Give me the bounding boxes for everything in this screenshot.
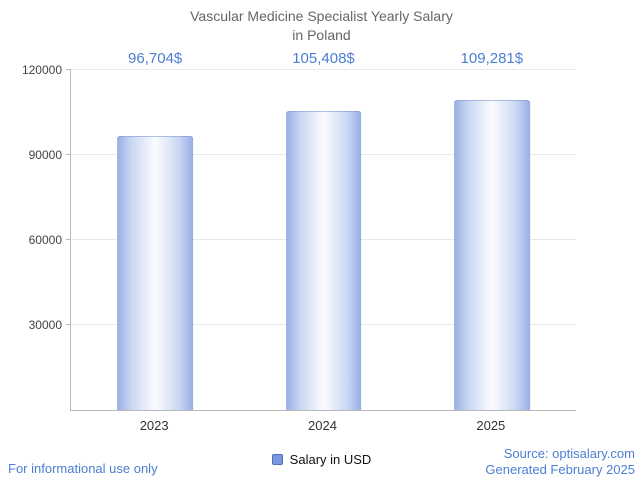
generated-date: Generated February 2025: [485, 461, 635, 477]
y-tick-mark: [66, 69, 71, 70]
y-tick-mark: [66, 154, 71, 155]
y-tick-label: 60000: [28, 233, 62, 247]
bar-value-label: 96,704$: [128, 50, 183, 67]
x-tick-label: 2023: [139, 418, 169, 433]
bar-2025[interactable]: [453, 100, 530, 410]
x-tick-label: 2024: [308, 418, 337, 433]
chart-title: Vascular Medicine Specialist Yearly Sala…: [0, 7, 643, 45]
y-tick-label: 90000: [28, 148, 62, 162]
y-tick-label: 30000: [28, 318, 62, 332]
bar-value-label: 109,281$: [460, 50, 524, 67]
bar-2023[interactable]: [117, 136, 194, 410]
y-tick-mark: [66, 324, 71, 325]
gridline: [71, 69, 576, 70]
x-axis: 2023 2024 2025: [70, 418, 575, 436]
chart-title-line2: in Poland: [292, 26, 351, 43]
plot-area: 96,704$ 105,408$ 109,281$: [66, 50, 576, 411]
legend: Salary in USD: [0, 452, 643, 467]
y-tick-label: 120000: [21, 63, 62, 77]
disclaimer-text: For informational use only: [8, 461, 158, 476]
legend-label[interactable]: Salary in USD: [289, 452, 372, 467]
source-block: Source: optisalary.com Generated Februar…: [485, 446, 635, 479]
source-link[interactable]: Source: optisalary.com: [503, 445, 635, 461]
bar-value-label: 105,408$: [292, 50, 355, 67]
x-tick-label: 2025: [476, 418, 506, 433]
legend-swatch-icon[interactable]: [271, 454, 283, 465]
bar-2024[interactable]: [285, 111, 362, 410]
y-axis: 30000 60000 90000 120000: [0, 63, 62, 410]
y-tick-mark: [66, 239, 71, 240]
chart-title-line1: Vascular Medicine Specialist Yearly Sala…: [190, 8, 453, 24]
